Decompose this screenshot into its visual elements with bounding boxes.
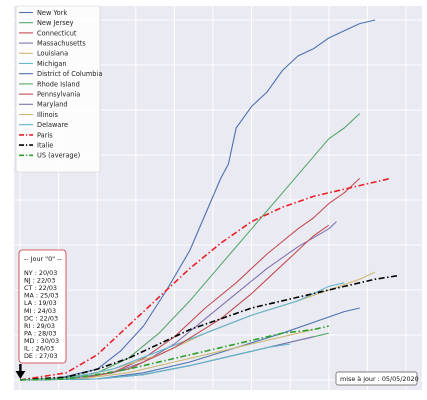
legend-box — [15, 5, 101, 173]
update-note-text: mise à jour : 05/05/2020 — [340, 375, 419, 383]
legend-label-michigan: Michigan — [37, 60, 67, 68]
series-layer — [19, 19, 399, 381]
series-line-us-average — [19, 325, 329, 381]
day0-entry: IL : 26/03 — [24, 345, 54, 353]
day0-entry: MI : 24/03 — [24, 307, 56, 315]
legend-label-pennsylvania: Pennsylvania — [37, 91, 80, 99]
legend-label-connecticut: Connecticut — [37, 29, 77, 37]
series-line-italie — [19, 274, 399, 381]
day0-entry: RI : 29/03 — [24, 322, 55, 330]
legend-label-district-of-columbia: District of Columbia — [37, 70, 102, 78]
series-line-new-jersey — [19, 113, 361, 381]
legend-label-us-average: US (average) — [37, 152, 80, 160]
day0-arrow — [15, 364, 26, 379]
day0-entry: MA : 25/03 — [24, 292, 59, 300]
legend: New York New Jersey Connecticut Massachuset… — [15, 5, 102, 173]
day0-entry: PA : 28/03 — [24, 329, 56, 337]
legend-label-delaware: Delaware — [37, 121, 68, 129]
legend-items: New York New Jersey Connecticut Massachuset… — [19, 9, 102, 160]
day0-box-frame — [18, 249, 67, 364]
legend-label-paris: Paris — [37, 131, 53, 139]
update-note: mise à jour : 05/05/2020 — [335, 371, 419, 386]
day0-entry: DC : 22/03 — [24, 314, 58, 322]
legend-label-illinois: Illinois — [37, 111, 58, 119]
day0-entry: NJ : 22/03 — [24, 277, 55, 285]
series-line-delaware — [19, 343, 291, 381]
day0-title: -- Jour "0" -- — [24, 255, 62, 263]
day0-entry: CT : 22/03 — [24, 284, 57, 292]
legend-label-maryland: Maryland — [37, 101, 68, 109]
legend-label-rhode-island: Rhode Island — [37, 80, 80, 88]
day0-entry: NY : 20/03 — [24, 269, 57, 277]
legend-label-massachusetts: Massachusetts — [37, 40, 86, 48]
legend-label-louisiana: Louisiana — [37, 50, 68, 58]
legend-label-new-york: New York — [37, 9, 67, 17]
day0-entry: MD : 30/03 — [24, 337, 59, 345]
series-line-new-york — [19, 19, 376, 381]
update-note-frame — [335, 371, 418, 386]
day0-entry: LA : 19/03 — [24, 299, 57, 307]
series-line-connecticut — [19, 177, 361, 381]
day0-entry: DE : 27/03 — [24, 352, 58, 360]
arrow-head-icon — [15, 371, 26, 379]
series-line-michigan — [19, 282, 345, 381]
series-line-illinois — [19, 329, 314, 381]
legend-label-new-jersey: New Jersey — [37, 19, 74, 27]
arrow-shaft — [19, 364, 22, 372]
legend-label-italie: Italie — [37, 142, 53, 150]
